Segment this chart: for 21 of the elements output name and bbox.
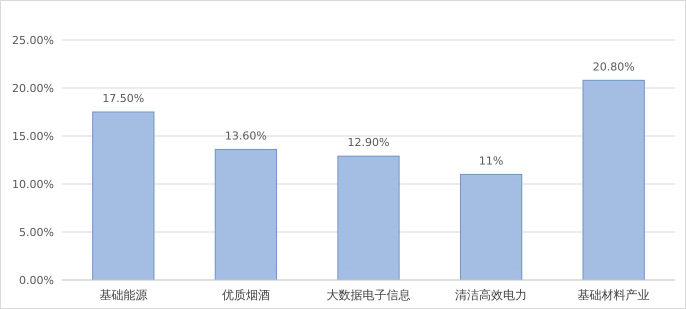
bar xyxy=(92,112,154,280)
y-tick-label: 5.00% xyxy=(19,226,54,239)
data-label: 11% xyxy=(478,154,504,168)
y-tick-label: 20.00% xyxy=(12,82,54,95)
x-tick-label: 大数据电子信息 xyxy=(326,288,410,302)
bar xyxy=(214,148,278,280)
data-label: 20.80% xyxy=(592,60,635,74)
data-label: 13.60% xyxy=(224,129,267,142)
y-tick-label: 10.00% xyxy=(12,178,54,191)
y-tick-label: 0.00% xyxy=(19,274,54,287)
y-tick-label: 25.00% xyxy=(12,34,54,47)
x-tick-label: 优质烟酒 xyxy=(222,288,270,302)
x-tick-label: 基础能源 xyxy=(99,288,148,302)
data-label: 12.90% xyxy=(348,136,390,150)
bar xyxy=(460,174,522,280)
bar xyxy=(582,80,645,280)
x-tick-label: 基础材料产业 xyxy=(578,288,650,302)
data-label: 17.50% xyxy=(102,92,144,105)
x-tick-label: 清洁高效电力 xyxy=(455,288,528,302)
y-tick-label: 15.00% xyxy=(12,130,54,143)
bar xyxy=(337,156,400,280)
